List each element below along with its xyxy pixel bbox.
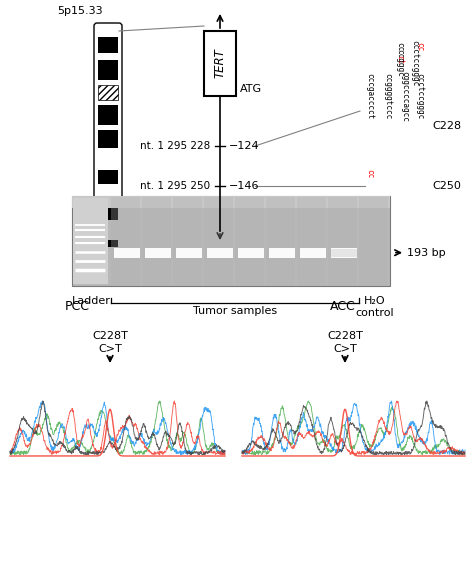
Bar (98, 38, 118, 53)
Text: ct: ct (395, 54, 404, 64)
Text: −146: −146 (229, 181, 259, 191)
Bar (238, 248, 264, 258)
Text: ccctccgggc: ccctccgggc (410, 40, 419, 86)
Text: cc: cc (365, 169, 374, 178)
Bar (111, 197, 140, 285)
Bar (331, 248, 357, 257)
Bar (98, 130, 118, 148)
Text: ATG: ATG (240, 84, 262, 94)
Bar (72, 196, 390, 208)
Bar (207, 248, 234, 258)
Bar (176, 248, 202, 258)
Bar (114, 248, 140, 258)
Bar (98, 84, 118, 100)
Bar (98, 170, 118, 183)
Text: cc: cc (395, 42, 404, 51)
Bar (204, 31, 236, 96)
Bar (98, 105, 118, 125)
Bar (145, 248, 172, 258)
Text: 5p15.33: 5p15.33 (57, 6, 103, 16)
Bar (142, 197, 171, 285)
Text: C250: C250 (432, 181, 461, 191)
Text: 193 bp: 193 bp (407, 248, 446, 258)
Text: C228T
C>T: C228T C>T (327, 331, 363, 354)
Bar (98, 240, 118, 247)
Bar (269, 248, 295, 258)
Bar (300, 248, 327, 258)
Text: ACC: ACC (330, 299, 356, 312)
Bar (297, 197, 326, 285)
Text: cc: cc (416, 42, 425, 51)
Text: C228T
C>T: C228T C>T (92, 331, 128, 354)
Text: nt. 1 295 228: nt. 1 295 228 (140, 141, 210, 151)
Text: cggccccagcc: cggccccagcc (401, 70, 410, 121)
Bar (98, 60, 118, 80)
Text: −124: −124 (229, 141, 260, 151)
Bar (328, 197, 357, 285)
Text: PCC: PCC (65, 299, 90, 312)
Text: H₂O
control: H₂O control (356, 296, 394, 318)
Text: ccgggc: ccgggc (395, 49, 404, 77)
Bar (235, 197, 264, 285)
Text: C228: C228 (432, 121, 461, 131)
Bar (331, 248, 357, 258)
Bar (98, 206, 118, 220)
Text: Tumor samples: Tumor samples (193, 306, 277, 316)
Text: ccggggtccc: ccggggtccc (383, 73, 392, 119)
Bar (73, 198, 108, 284)
Bar (72, 196, 390, 286)
FancyBboxPatch shape (94, 23, 122, 254)
Bar (359, 197, 388, 285)
Text: Ladder: Ladder (72, 296, 111, 306)
Text: nt. 1 295 250: nt. 1 295 250 (140, 181, 210, 191)
Bar (173, 197, 202, 285)
Text: TERT: TERT (213, 49, 227, 79)
Text: ccctccgggc: ccctccgggc (416, 73, 425, 119)
Text: cccgacccct: cccgacccct (365, 73, 374, 119)
Bar (204, 197, 233, 285)
Bar (266, 197, 295, 285)
